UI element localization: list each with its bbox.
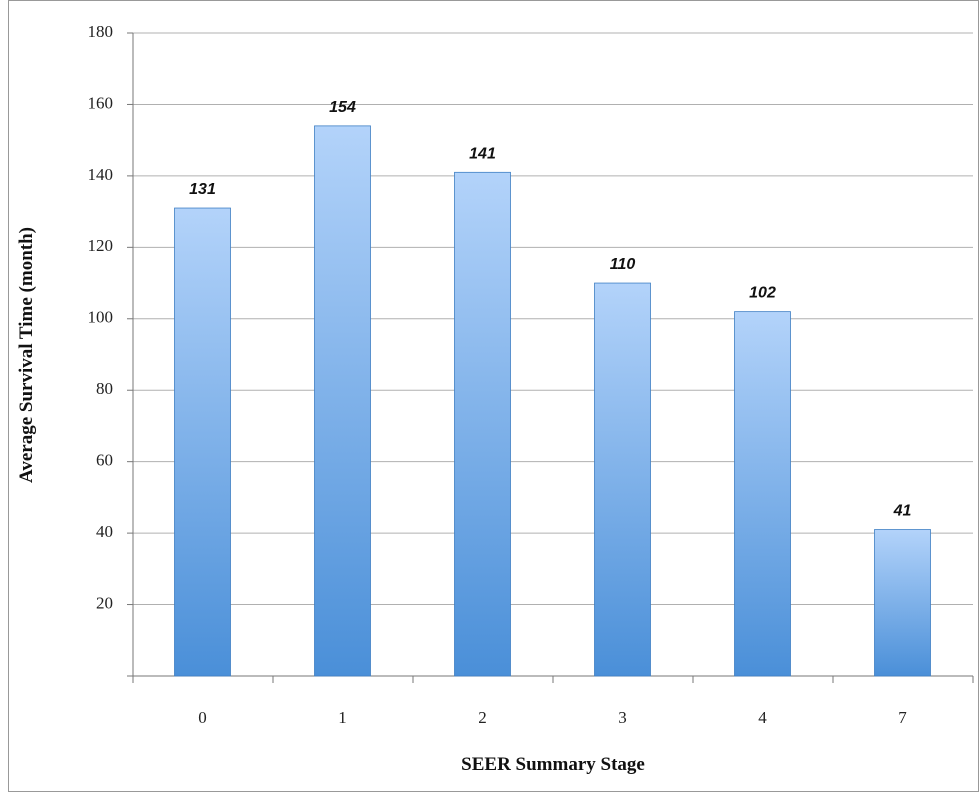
x-tick-label: 0 <box>198 708 207 727</box>
value-label: 41 <box>893 503 912 520</box>
y-tick-label: 40 <box>96 522 113 541</box>
y-tick-label: 80 <box>96 379 113 398</box>
y-axis-title: Average Survival Time (month) <box>16 227 37 483</box>
y-tick-label: 140 <box>88 165 114 184</box>
x-axis-title: SEER Summary Stage <box>461 754 645 775</box>
x-tick-label: 2 <box>478 708 487 727</box>
bar <box>874 529 931 677</box>
y-tick-label: 160 <box>88 93 114 112</box>
x-tick-label: 3 <box>618 708 627 727</box>
y-tick-label: 60 <box>96 451 113 470</box>
value-label: 154 <box>329 99 356 116</box>
y-tick-label: 20 <box>96 593 113 612</box>
bar <box>174 207 231 677</box>
x-tick-label: 1 <box>338 708 347 727</box>
y-tick-label: 100 <box>88 308 114 327</box>
bar <box>454 171 511 677</box>
value-label: 102 <box>749 285 776 302</box>
value-label: 141 <box>469 145 496 162</box>
y-tick-label: 120 <box>88 236 114 255</box>
y-tick-label: 180 <box>88 22 114 41</box>
x-tick-label: 4 <box>758 708 767 727</box>
x-tick-label: 7 <box>898 708 907 727</box>
bar <box>314 125 371 677</box>
bar <box>594 282 651 677</box>
value-label: 131 <box>189 181 216 198</box>
value-label: 110 <box>610 256 636 273</box>
bar <box>734 311 791 677</box>
